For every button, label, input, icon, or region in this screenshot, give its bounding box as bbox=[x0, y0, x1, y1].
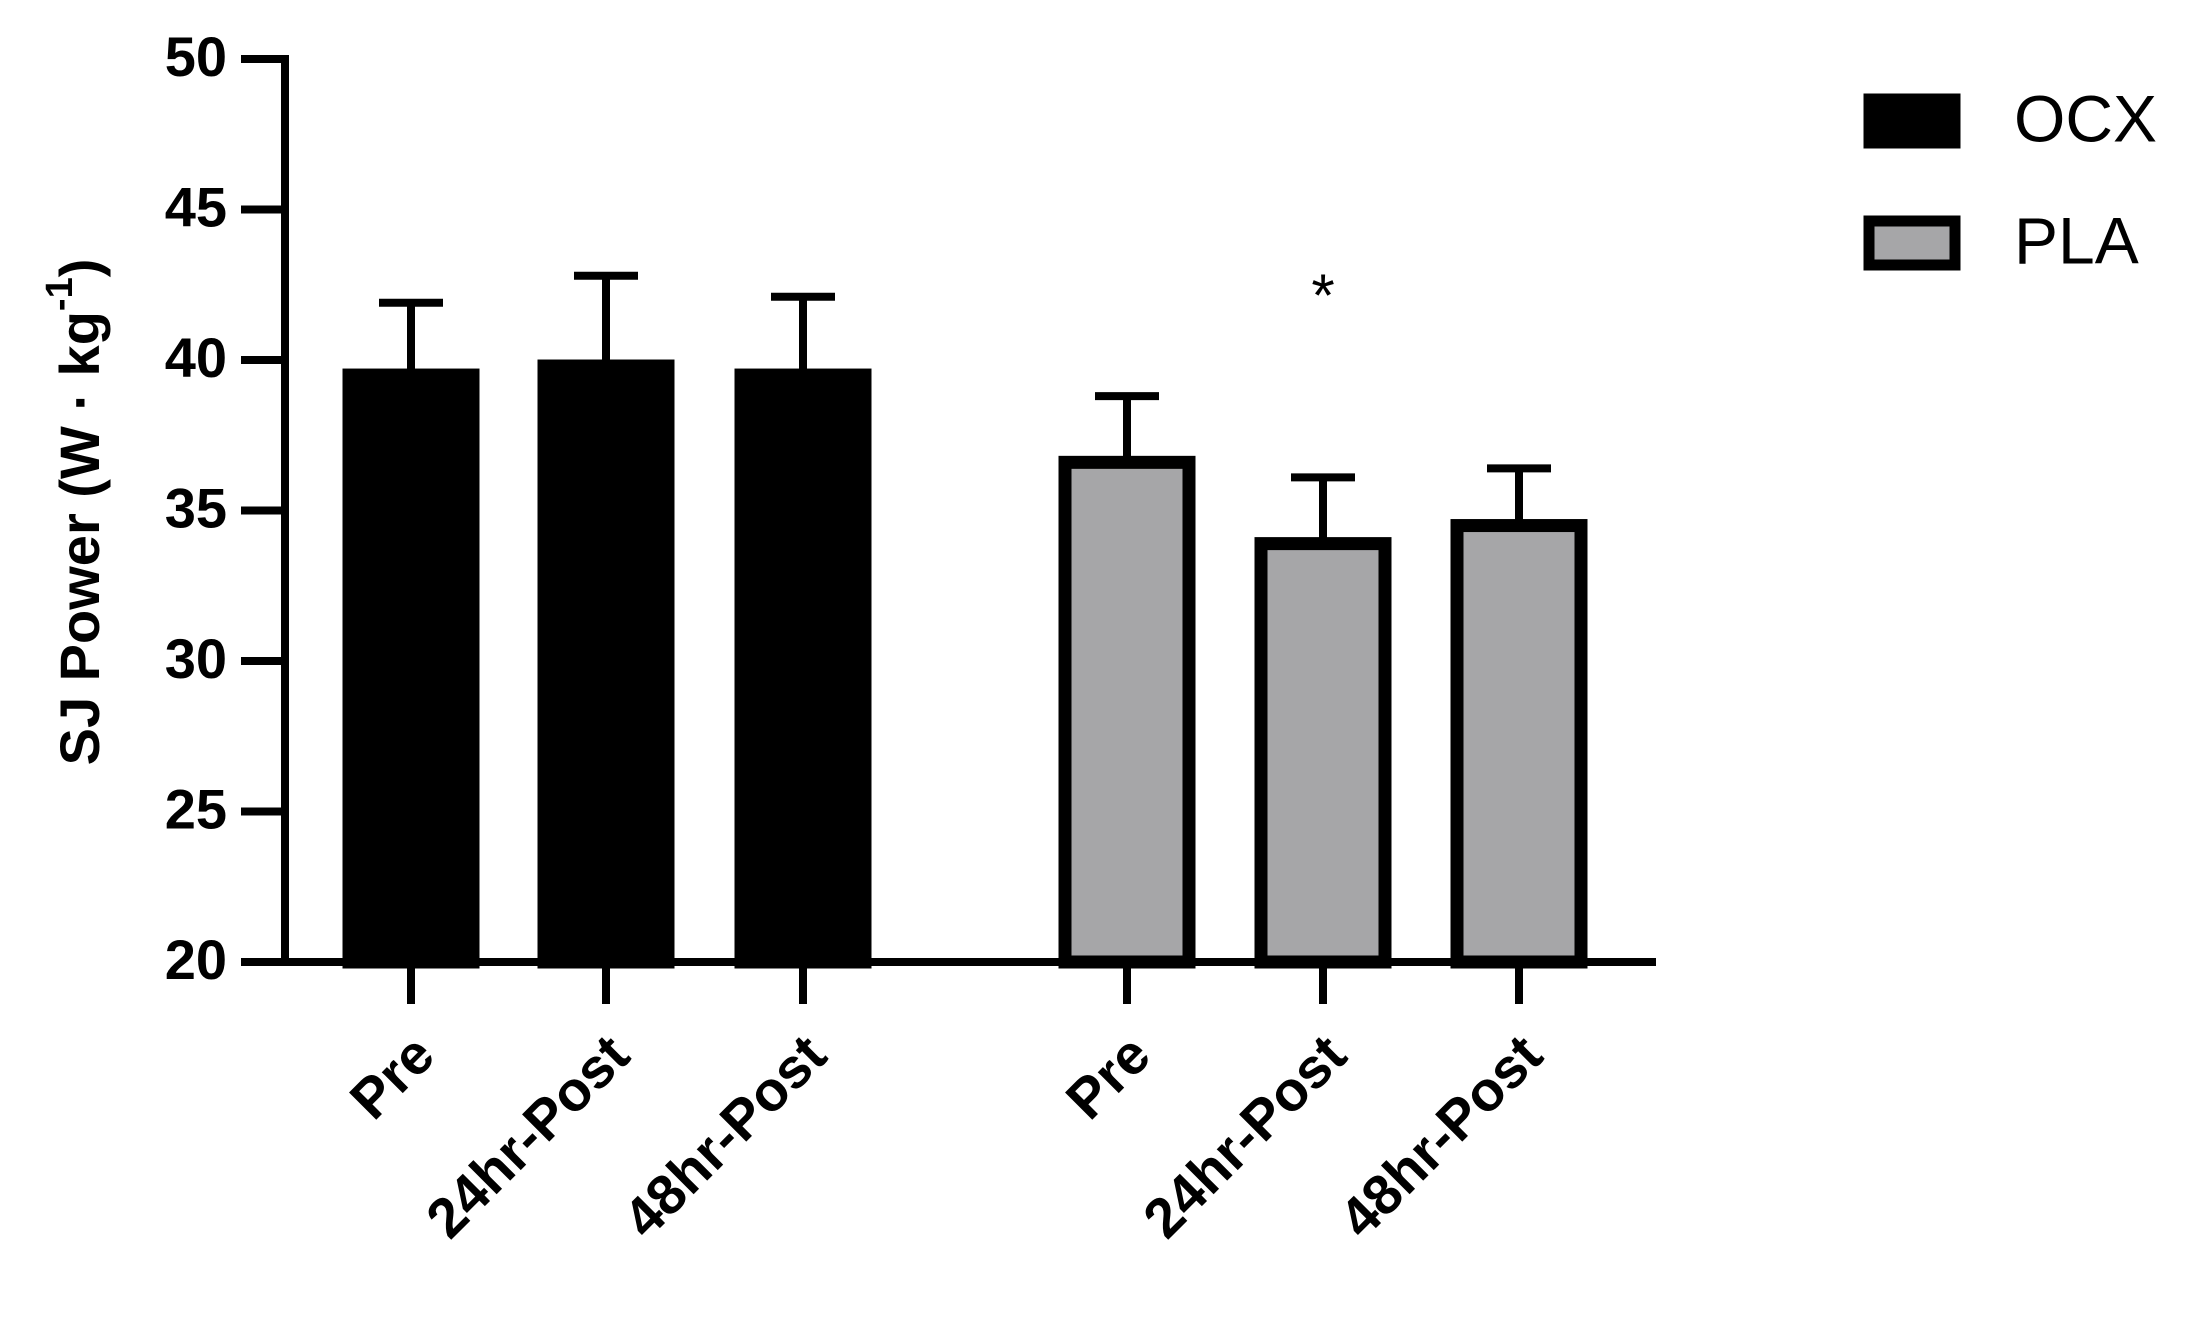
bar bbox=[734, 368, 872, 969]
legend-label: PLA bbox=[2014, 203, 2139, 277]
y-label-close: ) bbox=[48, 259, 111, 278]
y-tick-label: 35 bbox=[165, 476, 227, 539]
y-tick-label: 20 bbox=[165, 928, 227, 991]
x-tick-label: 24hr-Post bbox=[414, 1022, 641, 1249]
bar bbox=[1450, 519, 1588, 969]
x-tick-label: 48hr-Post bbox=[611, 1022, 838, 1249]
x-tick-label: Pre bbox=[1054, 1022, 1162, 1130]
y-tick-label: 50 bbox=[165, 25, 227, 88]
annotation: * bbox=[1311, 262, 1334, 329]
y-label-superscript: -1 bbox=[39, 277, 81, 311]
x-tick-label: 48hr-Post bbox=[1327, 1022, 1554, 1249]
y-label-text: SJ Power (W · kg bbox=[48, 311, 111, 765]
legend-swatch bbox=[1863, 93, 1961, 149]
x-tick-label: Pre bbox=[338, 1022, 446, 1130]
y-tick-label: 30 bbox=[165, 627, 227, 690]
bar bbox=[1254, 537, 1392, 969]
y-tick-label: 25 bbox=[165, 777, 227, 840]
bar bbox=[342, 368, 480, 969]
y-tick-label: 40 bbox=[165, 326, 227, 389]
bar bbox=[1058, 455, 1196, 969]
bar bbox=[537, 359, 675, 969]
legend-swatch bbox=[1863, 215, 1961, 271]
y-axis-label: SJ Power (W · kg-1) bbox=[39, 259, 111, 766]
y-tick-label: 45 bbox=[165, 175, 227, 238]
legend-label: OCX bbox=[2014, 81, 2157, 155]
x-tick-label: 24hr-Post bbox=[1131, 1022, 1358, 1249]
